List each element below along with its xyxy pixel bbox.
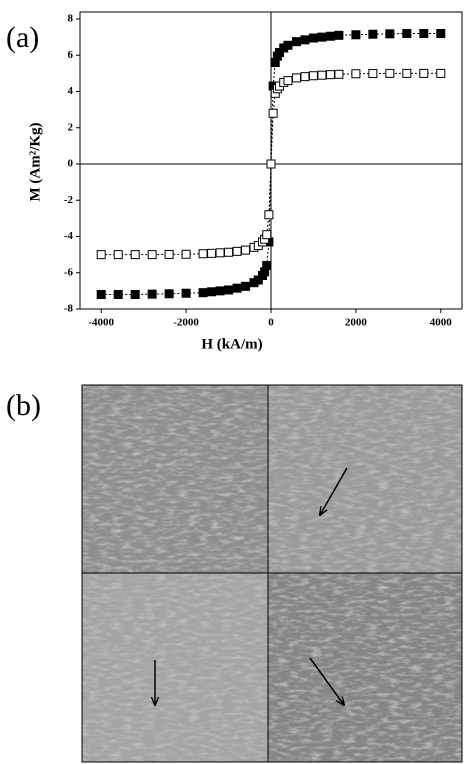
y-axis-title: M (Am²/Kg) (27, 122, 43, 201)
marker (96, 290, 106, 299)
marker (224, 247, 234, 257)
marker (317, 70, 327, 80)
marker (402, 68, 412, 78)
marker (308, 71, 318, 81)
x-tick-label: -4000 (88, 317, 114, 329)
marker (164, 249, 174, 259)
y-tick-label: 0 (68, 158, 74, 170)
x-tick-label: 4000 (430, 317, 453, 329)
x-axis-title: H (kA/m) (201, 336, 262, 352)
marker (291, 73, 301, 83)
marker (207, 287, 217, 297)
marker (436, 68, 446, 78)
y-tick-label: 6 (68, 49, 74, 61)
marker (181, 249, 191, 259)
marker (283, 40, 293, 50)
marker (198, 249, 208, 259)
arrow (309, 657, 344, 705)
y-tick-label: 4 (68, 85, 74, 97)
marker (264, 210, 274, 220)
marker (207, 248, 217, 258)
marker (215, 286, 225, 296)
marker (232, 283, 242, 293)
y-tick-label: 8 (68, 13, 74, 25)
marker (96, 250, 106, 260)
marker (419, 68, 429, 78)
marker (334, 69, 344, 79)
marker (262, 261, 272, 270)
marker (385, 29, 395, 39)
marker (351, 69, 361, 79)
arrow (320, 467, 348, 515)
x-tick-label: 0 (268, 317, 274, 329)
marker (291, 37, 301, 47)
y-tick-label: -6 (64, 266, 74, 278)
micrographs (81, 384, 463, 763)
marker (147, 250, 157, 260)
marker (325, 31, 335, 41)
marker (224, 285, 234, 295)
x-tick-label: -2000 (173, 317, 199, 329)
marker (402, 29, 412, 38)
texture (268, 573, 462, 762)
marker (241, 245, 251, 255)
marker (368, 69, 378, 79)
y-tick-label: -4 (64, 230, 74, 242)
texture (82, 573, 268, 762)
marker (334, 30, 344, 40)
marker (385, 68, 395, 78)
y-tick-label: 2 (68, 121, 74, 133)
y-tick-label: -8 (64, 303, 74, 315)
y-tick-label: -2 (64, 194, 74, 206)
marker (113, 250, 123, 260)
marker (232, 246, 242, 256)
marker (419, 29, 429, 38)
marker (351, 30, 361, 40)
panel-label: (a) (6, 21, 39, 54)
marker (317, 32, 327, 42)
marker (215, 248, 225, 258)
marker (181, 288, 191, 298)
texture (268, 385, 462, 573)
marker (198, 288, 208, 298)
marker (368, 29, 378, 39)
marker (241, 281, 251, 291)
marker (164, 289, 174, 299)
marker (268, 108, 278, 118)
marker (262, 230, 272, 240)
marker (436, 29, 446, 38)
plot: -8 -6 -4 -2 0 2 4 6 8 -4000 -2000 0 2000 4000 (64, 11, 463, 329)
x-tick-label: 2000 (345, 317, 368, 329)
panel-label: (b) (6, 389, 41, 422)
marker (283, 76, 293, 86)
marker (300, 35, 310, 45)
marker (130, 250, 140, 260)
marker (113, 290, 123, 299)
marker (266, 159, 276, 169)
marker (308, 33, 318, 43)
marker (325, 70, 335, 80)
texture (82, 385, 268, 573)
marker (300, 72, 310, 82)
marker (130, 290, 140, 299)
marker (147, 289, 157, 299)
